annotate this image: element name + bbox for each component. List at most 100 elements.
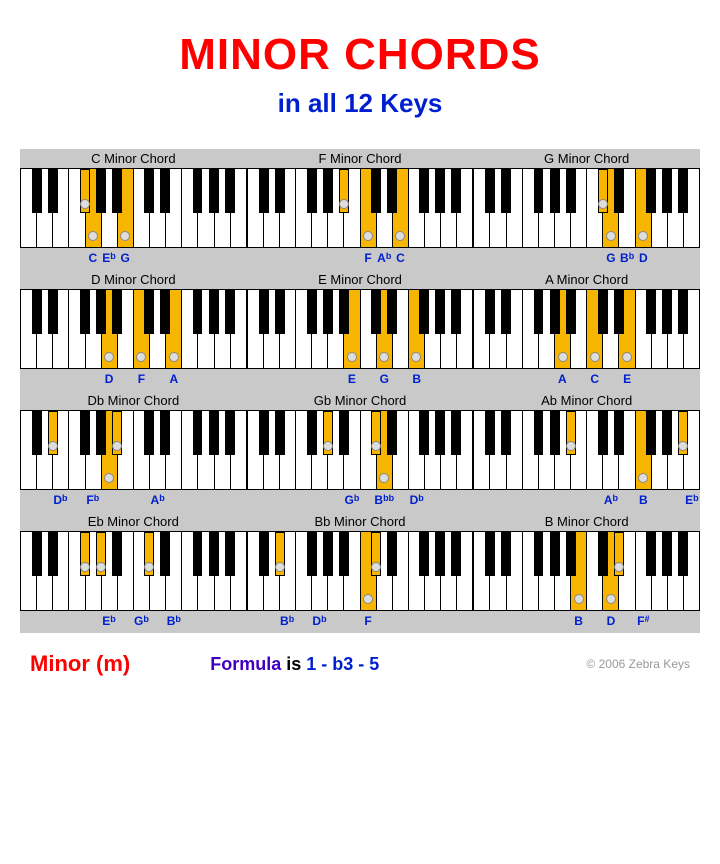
note-label: D xyxy=(105,372,114,386)
note-dot xyxy=(606,594,616,604)
note-dot xyxy=(96,562,106,572)
note-dot xyxy=(614,562,624,572)
note-label: B xyxy=(639,493,648,507)
black-key xyxy=(534,290,544,334)
black-key xyxy=(501,169,511,213)
black-key xyxy=(275,532,285,576)
black-key xyxy=(80,411,90,455)
black-key xyxy=(160,169,170,213)
black-key xyxy=(144,290,154,334)
black-key xyxy=(259,290,269,334)
note-dot xyxy=(339,199,349,209)
black-key xyxy=(435,290,445,334)
keyboard xyxy=(247,168,474,248)
black-key xyxy=(419,411,429,455)
black-key xyxy=(662,532,672,576)
chord-cell: B Minor ChordBDF# xyxy=(473,512,700,633)
black-key xyxy=(387,290,397,334)
black-key xyxy=(614,169,624,213)
note-dot xyxy=(395,231,405,241)
black-key xyxy=(259,169,269,213)
chord-cell: E Minor Chord EGB xyxy=(247,270,474,391)
note-dot xyxy=(590,352,600,362)
black-key xyxy=(646,411,656,455)
black-key xyxy=(387,532,397,576)
black-key xyxy=(646,290,656,334)
chord-title: Gb Minor Chord xyxy=(247,391,474,410)
black-key xyxy=(144,532,154,576)
black-key xyxy=(225,169,235,213)
black-key xyxy=(598,411,608,455)
black-key xyxy=(144,411,154,455)
black-key xyxy=(534,532,544,576)
black-key xyxy=(259,532,269,576)
black-key xyxy=(80,169,90,213)
black-key xyxy=(323,290,333,334)
note-dot xyxy=(136,352,146,362)
note-label: F xyxy=(364,614,371,628)
black-key xyxy=(678,532,688,576)
black-key xyxy=(662,290,672,334)
note-label: Ab xyxy=(377,251,391,265)
note-labels-row: BbDbF xyxy=(247,611,474,633)
black-key xyxy=(485,532,495,576)
note-label: Db xyxy=(53,493,67,507)
chord-title: A Minor Chord xyxy=(473,270,700,289)
chord-cell: Gb Minor ChordGbBbbDb xyxy=(247,391,474,512)
black-key xyxy=(566,532,576,576)
note-label: F xyxy=(138,372,145,386)
note-label: Bb xyxy=(280,614,294,628)
note-dot xyxy=(144,562,154,572)
black-key xyxy=(225,532,235,576)
black-key xyxy=(614,532,624,576)
note-label: A xyxy=(169,372,178,386)
note-dot xyxy=(80,199,90,209)
black-key xyxy=(209,532,219,576)
note-label: B xyxy=(412,372,421,386)
formula-label: Formula xyxy=(210,654,281,674)
note-dot xyxy=(379,352,389,362)
black-key xyxy=(339,411,349,455)
black-key xyxy=(275,169,285,213)
page-wrap: MINOR CHORDS in all 12 Keys C Minor Chor… xyxy=(0,0,720,697)
keyboard xyxy=(20,289,247,369)
note-label: G xyxy=(606,251,615,265)
black-key xyxy=(307,290,317,334)
black-key xyxy=(275,411,285,455)
formula-is: is xyxy=(281,654,306,674)
black-key xyxy=(534,169,544,213)
note-labels-row: EGB xyxy=(247,369,474,391)
black-key xyxy=(534,411,544,455)
black-key xyxy=(419,290,429,334)
note-labels-row: FAbC xyxy=(247,248,474,270)
black-key xyxy=(371,411,381,455)
black-key xyxy=(160,411,170,455)
black-key xyxy=(209,411,219,455)
note-labels-row: CEbG xyxy=(20,248,247,270)
note-dot xyxy=(678,441,688,451)
chord-title: B Minor Chord xyxy=(473,512,700,531)
chord-title: E Minor Chord xyxy=(247,270,474,289)
keyboard xyxy=(20,410,247,490)
black-key xyxy=(339,290,349,334)
note-labels-row: DbFbAb xyxy=(20,490,247,512)
black-key xyxy=(144,169,154,213)
black-key xyxy=(96,169,106,213)
black-key xyxy=(160,532,170,576)
note-dot xyxy=(411,352,421,362)
note-label: Bb xyxy=(167,614,181,628)
footer: Minor (m) Formula is 1 - b3 - 5 © 2006 Z… xyxy=(20,651,700,677)
black-key xyxy=(32,411,42,455)
black-key xyxy=(550,169,560,213)
minor-label: Minor (m) xyxy=(30,651,130,677)
black-key xyxy=(48,290,58,334)
note-dot xyxy=(371,562,381,572)
chord-cell: A Minor ChordACE xyxy=(473,270,700,391)
black-key xyxy=(550,290,560,334)
black-key xyxy=(112,532,122,576)
note-dot xyxy=(558,352,568,362)
note-dot xyxy=(371,441,381,451)
black-key xyxy=(323,411,333,455)
black-key xyxy=(307,411,317,455)
black-key xyxy=(614,411,624,455)
